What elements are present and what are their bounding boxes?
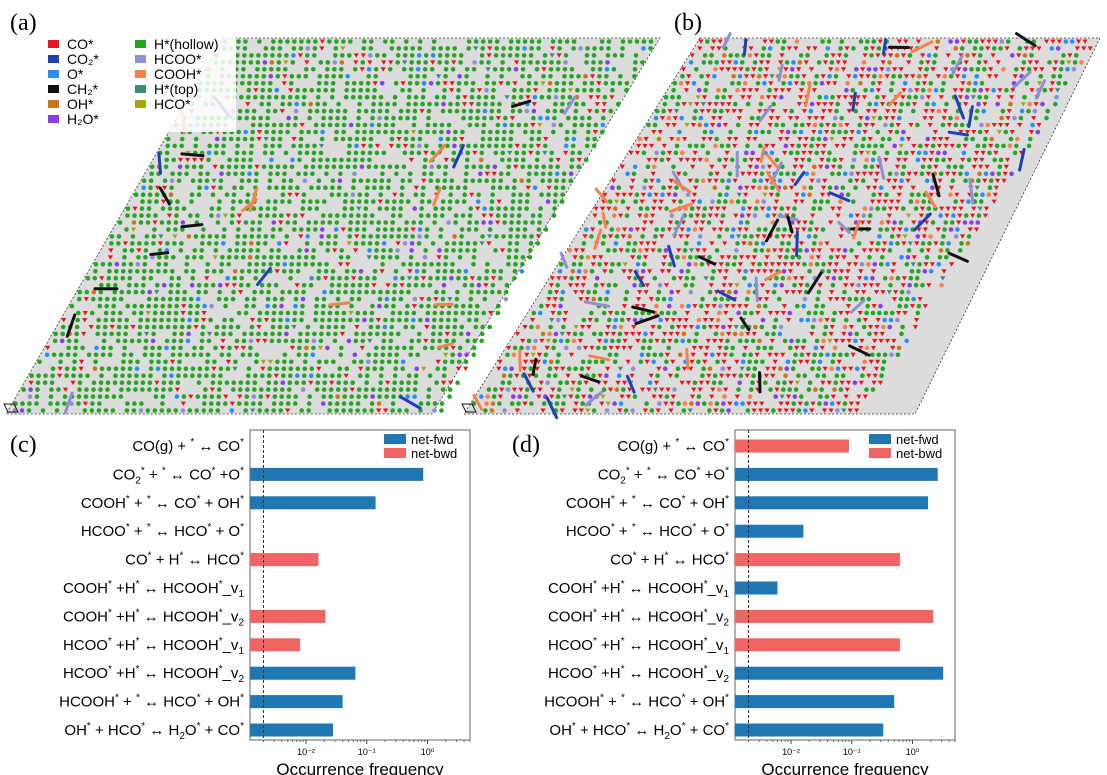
category-label-c-3: HCOO*​ + *​ ↔ HCO*​ + O*​ [81,522,244,540]
legend-swatch-1 [48,55,59,63]
category-label-c-10: OH*​ + HCO*​ ↔ H2​O*​ + CO*​ [64,721,244,742]
adsorbate-dots-b [471,32,1093,420]
legend-swatch-5 [48,115,59,123]
category-label-c-7: HCOO*​ +H*​ ↔ HCOOH*​_v1​ [63,636,245,657]
category-label-d-2: COOH*​ + *​ ↔ CO*​ + OH*​ [566,494,729,512]
bar-d-10 [735,723,884,737]
x-tick-label-d-1: 10⁻¹ [843,747,861,757]
category-label-d-8: HCOO*​ +H*​ ↔ HCOOH*​_v2​ [548,664,730,685]
legend-swatch-4 [48,100,59,108]
category-label-c-6: COOH*​ +H*​ ↔ HCOOH*​_v2​ [63,607,245,628]
category-label-d-10: OH*​ + HCO*​ ↔ H2​O*​ + CO*​ [549,721,729,742]
bar-c-1 [250,467,424,481]
legend-swatch-7 [135,55,146,63]
legend-label-0: CO* [67,36,94,52]
x-tick-label-d-0: 10⁻² [782,747,800,757]
legend-label-d-0: net-fwd [896,432,939,447]
bar-c-4 [250,553,319,567]
bar-d-5 [735,581,778,595]
bar-c-10 [250,723,334,737]
category-label-c-8: HCOO*​ +H*​ ↔ HCOOH*​_v2​ [63,664,245,685]
category-label-d-1: CO2​*​ + *​ ↔ CO*​ +O*​ [598,465,729,486]
bar-c-2 [250,496,376,510]
legend-swatch-c-0 [384,434,406,444]
legend-label-7: HCOO* [154,51,202,67]
category-label-d-9: HCOOH*​ + *​ ↔ HCO*​ + OH*​ [544,693,729,711]
bar-c-9 [250,695,343,709]
legend-label-6: H*(hollow) [154,36,219,52]
legend-swatch-6 [135,40,146,48]
bar-d-0 [735,439,849,453]
bar-d-8 [735,666,944,680]
panel-label-a: (a) [10,10,37,36]
legend-label-1: CO₂* [67,51,99,67]
bar-d-7 [735,638,900,652]
legend-swatch-9 [135,85,146,93]
legend-swatch-d-1 [869,448,891,458]
lattice-legend: CO*CO₂*O*CH₂*OH*H₂O* H*(hollow)HCOO*COOH*… [44,36,236,132]
category-label-c-9: HCOOH*​ + *​ ↔ HCO*​ + OH*​ [59,693,244,711]
x-tick-label-c-1: 10⁻¹ [358,747,376,757]
category-label-d-7: HCOO*​ +H*​ ↔ HCOOH*​_v1​ [548,636,730,657]
x-tick-label-d-2: 10⁰ [906,747,920,757]
legend-label-10: HCO* [154,96,191,112]
legend-label-4: OH* [67,96,94,112]
chart-d: CO(g) + *​ ↔ CO*​ CO2​*​ + *​ ↔ CO*​ +O*​… [544,429,956,775]
panel-label-d: (d) [512,432,540,458]
legend-swatch-3 [48,85,59,93]
lattice-panels: CO*CO₂*O*CH₂*OH*H₂O* H*(hollow)HCOO*COOH*… [3,32,1101,420]
legend-swatch-2 [48,70,59,78]
legend-swatch-8 [135,70,146,78]
category-label-d-3: HCOO*​ + *​ ↔ HCO*​ + O*​ [566,522,729,540]
category-label-d-6: COOH*​ +H*​ ↔ HCOOH*​_v2​ [548,607,730,628]
panel-label-b: (b) [674,10,702,36]
category-label-c-0: CO(g) + *​ ↔ CO*​ [132,437,244,455]
x-tick-label-c-2: 10⁰ [421,747,435,757]
category-label-c-2: COOH*​ + *​ ↔ CO*​ + OH*​ [81,494,244,512]
category-label-d-5: COOH*​ +H*​ ↔ HCOOH*​_v1​ [548,579,730,600]
category-label-d-0: CO(g) + *​ ↔ CO*​ [617,437,729,455]
legend-label-5: H₂O* [67,111,99,127]
chart-c: CO(g) + *​ ↔ CO*​ CO2​*​ + *​ ↔ CO*​ +O*​… [59,429,471,775]
x-axis-label-d: Occurrence frequency [761,760,929,775]
category-label-c-5: COOH*​ +H*​ ↔ HCOOH*​_v1​ [63,579,245,600]
bar-c-6 [250,609,326,623]
legend-label-c-0: net-fwd [411,432,454,447]
legend-label-3: CH₂* [67,81,99,97]
x-axis-label-c: Occurrence frequency [276,760,444,775]
category-label-c-4: CO*​ + H*​ ↔ HCO*​ [125,551,244,569]
legend-swatch-10 [135,100,146,108]
plot-area-c [249,429,471,741]
legend-label-9: H*(top) [154,81,198,97]
reaction-frequency-charts: CO(g) + *​ ↔ CO*​ CO2​*​ + *​ ↔ CO*​ +O*​… [59,429,956,775]
legend-swatch-0 [48,40,59,48]
category-label-c-1: CO2​*​ + *​ ↔ CO*​ +O*​ [113,465,244,486]
category-label-d-4: CO*​ + H*​ ↔ HCO*​ [610,551,729,569]
legend-swatch-d-0 [869,434,891,444]
bar-c-8 [250,666,356,680]
bar-d-6 [735,609,934,623]
lattice-legend-box [44,36,236,132]
legend-label-8: COOH* [154,66,202,82]
legend-swatch-c-1 [384,448,406,458]
bar-d-3 [735,524,804,538]
x-tick-label-c-0: 10⁻² [297,747,315,757]
bar-d-9 [735,695,895,709]
legend-label-2: O* [67,66,84,82]
bar-d-4 [735,553,900,567]
bar-d-2 [735,496,928,510]
lattice-b [461,32,1101,420]
bar-d-1 [735,467,938,481]
legend-label-d-1: net-bwd [896,446,942,461]
bar-c-7 [250,638,301,652]
panel-label-c: (c) [10,432,37,458]
legend-label-c-1: net-bwd [411,446,457,461]
